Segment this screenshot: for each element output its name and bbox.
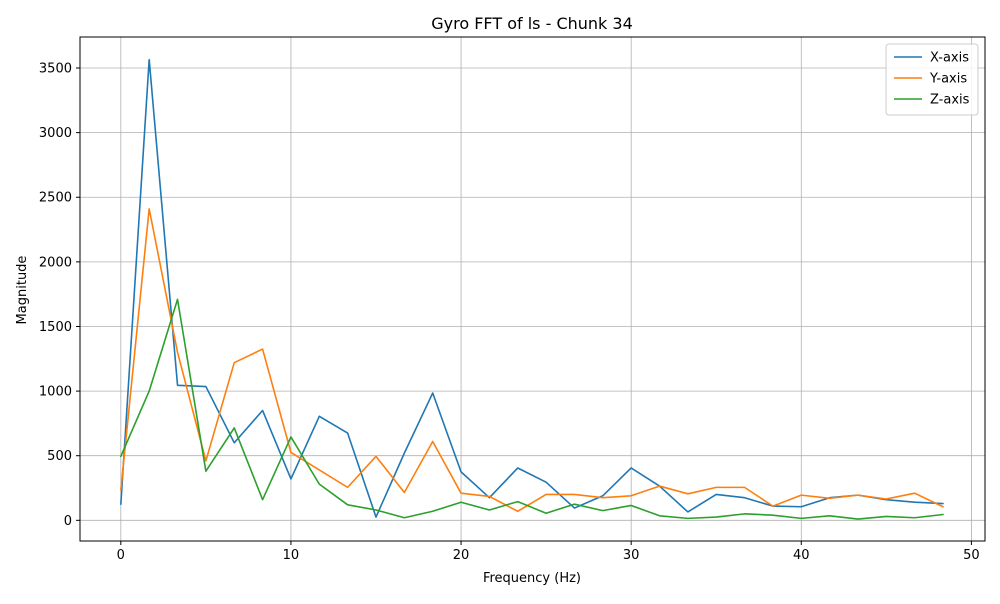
y-tick-label: 3500 [39,62,72,77]
legend: X-axis Y-axis Z-axis [885,43,979,116]
chart-title: Gyro FFT of ls - Chunk 34 [431,14,633,33]
x-axis-label: Frequency (Hz) [483,571,581,586]
x-tick-label: 50 [963,548,980,563]
y-tick-label: 0 [64,514,72,529]
y-axis-label: Magnitude [15,256,30,325]
series-line-y-axis [120,208,944,513]
y-tick-label: 2500 [39,191,72,206]
legend-label-y-axis: Y-axis [929,72,967,87]
gridlines [80,37,985,541]
x-tick-label: 10 [283,548,300,563]
x-tick-label: 30 [623,548,640,563]
x-tick-label: 0 [117,548,125,563]
series-line-x-axis [120,58,944,518]
plot-area-frame [79,36,986,542]
x-tick-label: 40 [793,548,810,563]
y-tick-label: 3000 [39,126,72,141]
series-lines [120,58,944,520]
y-tick-label: 2000 [39,255,72,270]
y-tick-label: 1500 [39,320,72,335]
series-line-z-axis [120,298,944,520]
legend-label-x-axis: X-axis [930,51,969,66]
legend-label-z-axis: Z-axis [930,93,970,108]
y-tick-label: 1000 [39,385,72,400]
legend-box [885,43,979,116]
x-tick-label: 20 [453,548,470,563]
y-tick-label: 500 [47,449,72,464]
